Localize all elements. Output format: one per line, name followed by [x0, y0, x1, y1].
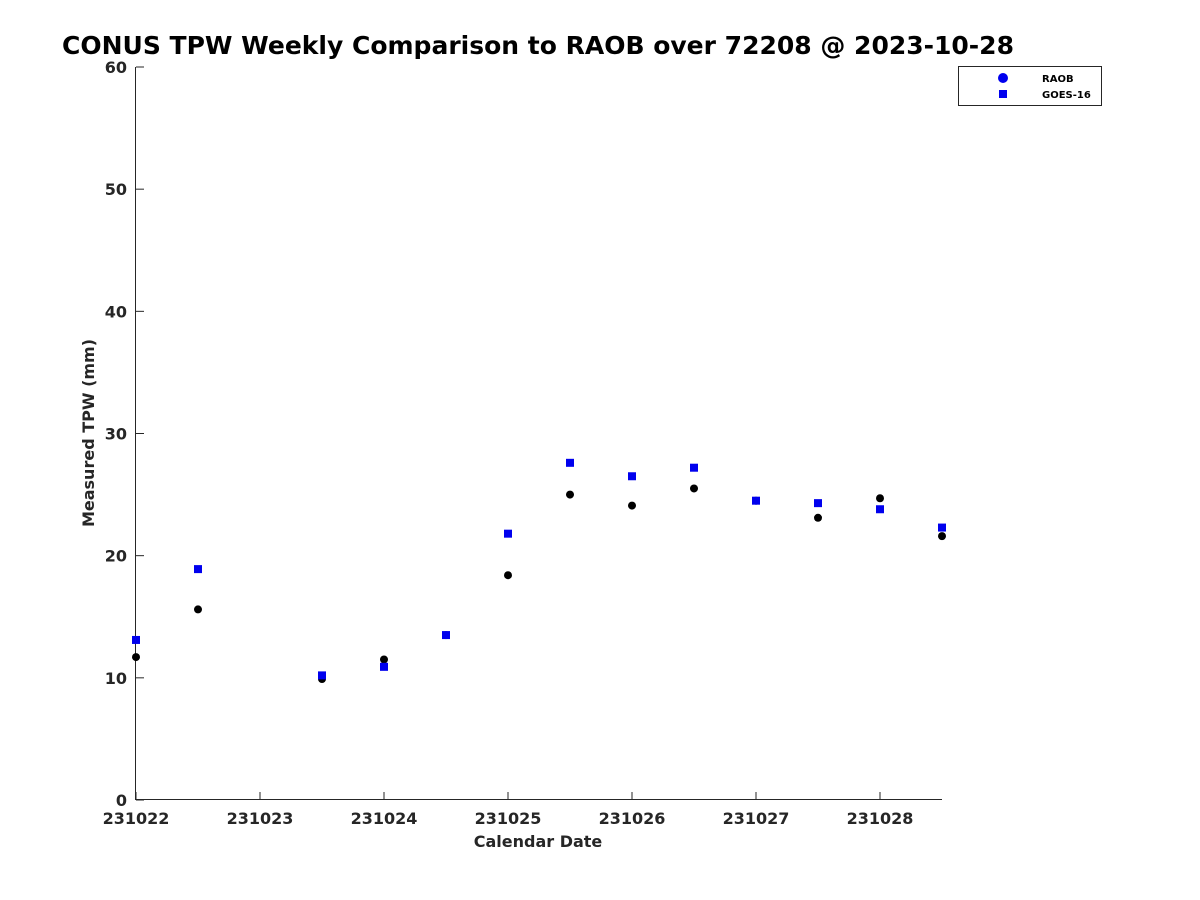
raob-point	[690, 484, 698, 493]
axes	[135, 67, 942, 800]
x-axis-label: Calendar Date	[474, 832, 603, 851]
goes-16-point	[876, 505, 884, 514]
goes-16-point	[690, 463, 698, 472]
x-tick-label: 231026	[599, 809, 666, 828]
raob-point	[814, 513, 822, 522]
goes-16-point	[504, 529, 512, 538]
raob-point	[504, 571, 512, 580]
goes-16-point	[938, 523, 946, 532]
goes-16-point	[752, 496, 760, 505]
x-tick-label: 231023	[227, 809, 294, 828]
goes-16-point	[566, 458, 574, 467]
legend-label-goes-16: GOES-16	[1042, 90, 1091, 101]
x-tick-label: 231025	[475, 809, 542, 828]
legend-marker-goes-16	[999, 90, 1007, 98]
y-tick-label: 20	[105, 547, 127, 566]
x-tick-label: 231027	[723, 809, 790, 828]
legend-box	[958, 66, 1102, 106]
x-tick-label: 231028	[847, 809, 914, 828]
y-ticks: 0 10 20 30 40 50 60	[105, 58, 144, 810]
raob-point	[876, 494, 884, 503]
raob-point	[380, 655, 388, 664]
y-tick-label: 10	[105, 669, 127, 688]
y-tick-label: 50	[105, 180, 127, 199]
y-tick-label: 30	[105, 425, 127, 444]
x-tick-label: 231024	[351, 809, 418, 828]
legend-marker-raob	[998, 73, 1008, 83]
goes-16-point	[318, 671, 326, 680]
y-tick-label: 0	[116, 791, 127, 810]
x-tick-label: 231022	[103, 809, 170, 828]
raob-point	[194, 605, 202, 614]
goes-16-point	[380, 662, 388, 671]
goes-16-point	[194, 565, 202, 574]
raob-point	[132, 653, 140, 662]
raob-point	[628, 501, 636, 510]
raob-point	[938, 532, 946, 541]
goes-16-point	[628, 472, 636, 481]
goes-16-point	[132, 635, 140, 644]
y-axis-label: Measured TPW (mm)	[79, 339, 98, 527]
goes-16-point	[442, 631, 450, 640]
y-tick-label: 40	[105, 302, 127, 321]
chart-title: CONUS TPW Weekly Comparison to RAOB over…	[62, 31, 1014, 60]
x-ticks: 231022 231023 231024 231025 231026 231027 2310…	[103, 792, 914, 828]
raob-point	[566, 490, 574, 499]
goes-16-point	[814, 499, 822, 508]
legend: RAOB GOES-16	[958, 66, 1102, 106]
data-points	[132, 458, 946, 684]
legend-label-raob: RAOB	[1042, 74, 1074, 85]
y-tick-label: 60	[105, 58, 127, 77]
